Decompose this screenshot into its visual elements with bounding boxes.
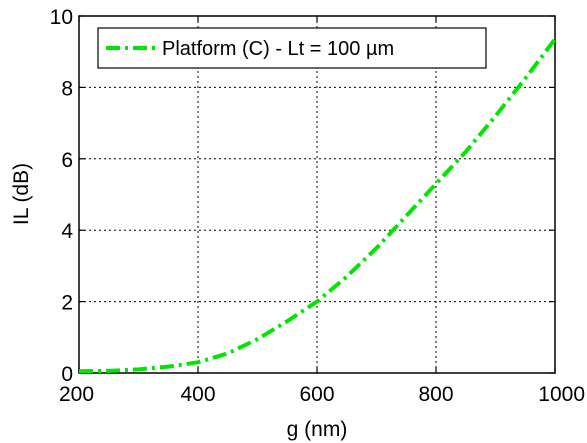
grid (79, 16, 555, 373)
series-line (78, 37, 557, 374)
legend-label: Platform (C) - Lt = 100 µm (162, 38, 394, 60)
x-tick-label: 800 (418, 383, 453, 406)
y-tick-label: 0 (61, 363, 73, 386)
x-tick-label: 400 (180, 383, 215, 406)
x-tick-label: 600 (299, 383, 334, 406)
ticks: 200 400 600 800 1000 0 2 4 6 8 10 (50, 6, 585, 406)
y-tick-label: 4 (61, 220, 73, 243)
y-tick-label: 6 (61, 149, 73, 172)
y-axis-label: IL (dB) (10, 163, 33, 225)
series-group (78, 37, 557, 374)
legend: Platform (C) - Lt = 100 µm (97, 27, 487, 69)
y-tick-label: 8 (61, 77, 73, 100)
legend-box (97, 27, 487, 69)
x-tick-label: 1000 (538, 383, 585, 406)
x-axis-label: g (nm) (287, 418, 348, 441)
plot-area (79, 16, 555, 373)
x-tick-label: 200 (59, 383, 94, 406)
y-tick-label: 10 (50, 6, 73, 29)
y-tick-label: 2 (61, 292, 73, 315)
